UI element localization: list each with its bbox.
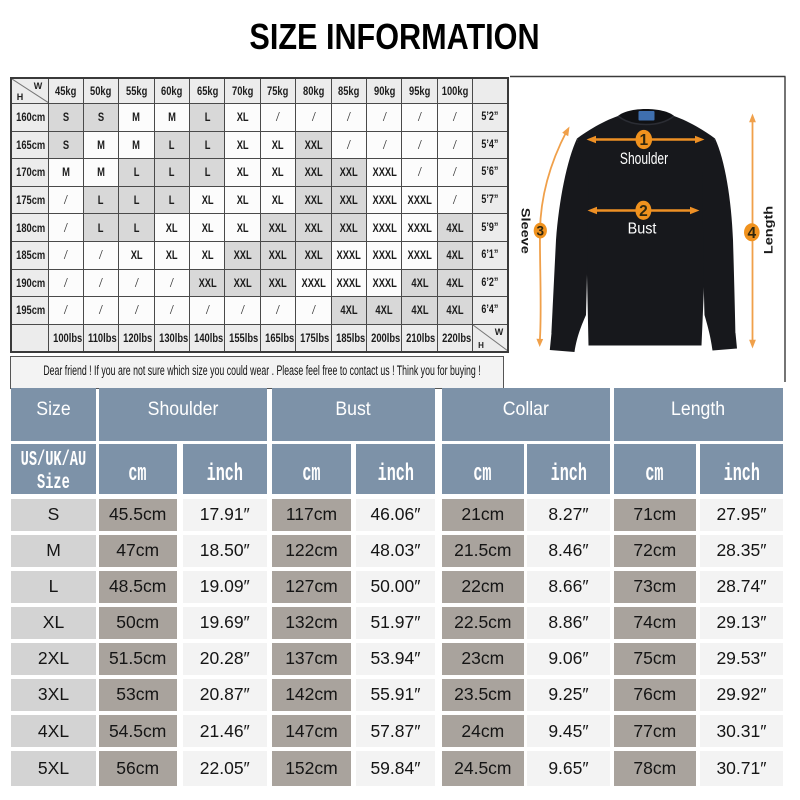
svg-text:Shoulder: Shoulder: [620, 150, 668, 168]
svg-text:1: 1: [639, 132, 648, 149]
svg-text:W: W: [495, 327, 504, 337]
svg-text:2: 2: [639, 203, 648, 220]
svg-text:Bust: Bust: [628, 220, 658, 238]
svg-text:H: H: [17, 92, 24, 102]
svg-text:3: 3: [537, 224, 545, 239]
svg-text:W: W: [34, 81, 43, 91]
svg-text:4: 4: [747, 225, 756, 242]
svg-text:H: H: [478, 341, 484, 350]
svg-text:Length: Length: [762, 206, 776, 254]
svg-text:Sleeve: Sleeve: [519, 208, 533, 254]
